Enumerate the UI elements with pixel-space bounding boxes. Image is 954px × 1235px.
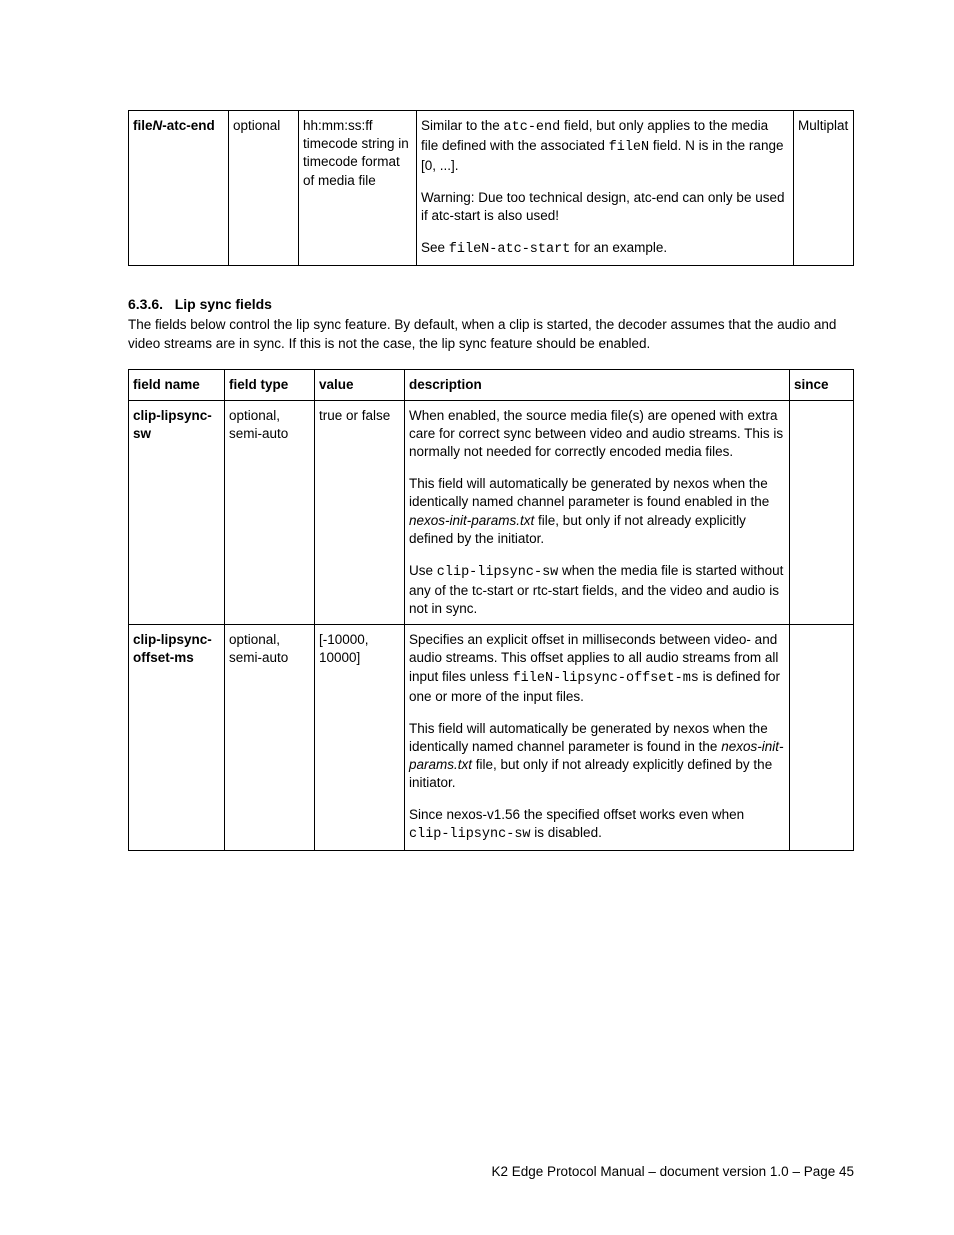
header-since: since	[790, 369, 854, 400]
cell-value: hh:mm:ss:ff timecode string in timecode …	[299, 111, 417, 266]
cell-field-name: clip-lipsync-sw	[129, 400, 225, 624]
cell-since: Multiplat	[794, 111, 854, 266]
cell-since	[790, 625, 854, 851]
desc-para-1: Specifies an explicit offset in millisec…	[409, 631, 785, 706]
cell-value: [-10000, 10000]	[315, 625, 405, 851]
cell-description: When enabled, the source media file(s) a…	[405, 400, 790, 624]
table-row: fileN-atc-end optional hh:mm:ss:ff timec…	[129, 111, 854, 266]
cell-description: Similar to the atc-end field, but only a…	[417, 111, 794, 266]
desc-para-3: See fileN-atc-start for an example.	[421, 239, 789, 259]
field-name-pre: file	[133, 118, 153, 133]
cell-field-name: clip-lipsync-offset-ms	[129, 625, 225, 851]
page-footer: K2 Edge Protocol Manual – document versi…	[492, 1164, 854, 1179]
document-page: fileN-atc-end optional hh:mm:ss:ff timec…	[0, 0, 954, 1235]
table-file-atc-end: fileN-atc-end optional hh:mm:ss:ff timec…	[128, 110, 854, 266]
field-name-mid: N	[153, 118, 163, 133]
table-lipsync-fields: field name field type value description …	[128, 369, 854, 852]
cell-field-type: optional, semi-auto	[225, 400, 315, 624]
desc-para-3: Use clip-lipsync-sw when the media file …	[409, 562, 785, 619]
desc-para-1: When enabled, the source media file(s) a…	[409, 407, 785, 462]
header-field-type: field type	[225, 369, 315, 400]
cell-field-type: optional, semi-auto	[225, 625, 315, 851]
field-name-post: -atc-end	[162, 118, 215, 133]
cell-field-name: fileN-atc-end	[129, 111, 229, 266]
table-row: clip-lipsync-sw optional, semi-auto true…	[129, 400, 854, 624]
section-title: Lip sync fields	[175, 296, 272, 312]
desc-para-2: Warning: Due too technical design, atc-e…	[421, 189, 789, 225]
cell-field-type: optional	[229, 111, 299, 266]
header-description: description	[405, 369, 790, 400]
header-field-name: field name	[129, 369, 225, 400]
desc-para-3: Since nexos-v1.56 the specified offset w…	[409, 806, 785, 844]
section-number: 6.3.6.	[128, 296, 163, 312]
section-intro: The fields below control the lip sync fe…	[128, 316, 854, 352]
desc-para-2: This field will automatically be generat…	[409, 475, 785, 548]
desc-para-2: This field will automatically be generat…	[409, 720, 785, 793]
table-row: clip-lipsync-offset-ms optional, semi-au…	[129, 625, 854, 851]
cell-description: Specifies an explicit offset in millisec…	[405, 625, 790, 851]
cell-value: true or false	[315, 400, 405, 624]
header-value: value	[315, 369, 405, 400]
section-heading: 6.3.6. Lip sync fields	[128, 296, 854, 312]
cell-since	[790, 400, 854, 624]
desc-para-1: Similar to the atc-end field, but only a…	[421, 117, 789, 176]
table-header-row: field name field type value description …	[129, 369, 854, 400]
